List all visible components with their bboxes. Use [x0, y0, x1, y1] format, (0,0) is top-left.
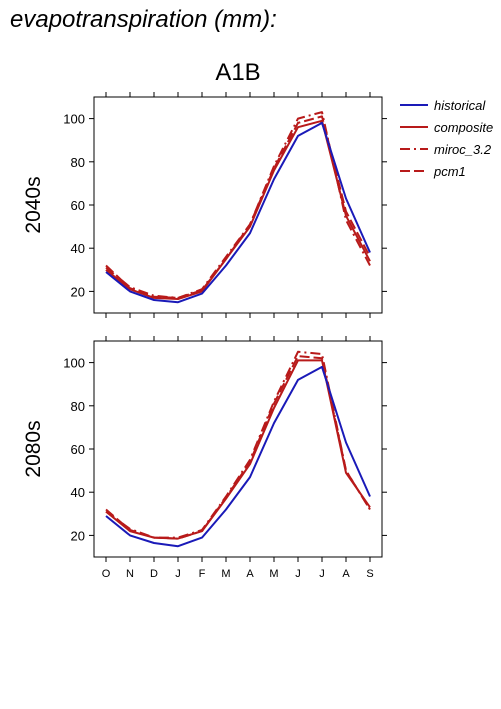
y-tick-label: 60 [71, 198, 85, 213]
series-line-composite [105, 359, 371, 540]
y-tick-label: 80 [71, 155, 85, 170]
x-tick-label: J [319, 568, 325, 580]
x-tick-label: N [126, 568, 134, 580]
series-line-pcm1 [105, 355, 371, 540]
series-line-historical [105, 365, 371, 548]
y-tick-label: 20 [71, 284, 85, 299]
series-line-miroc-3-2 [105, 350, 371, 539]
panel-frame [93, 340, 383, 558]
panel-label: 2040s [22, 176, 45, 233]
panel-2040s: 20 40 60 80 100 2040s [22, 92, 387, 318]
y-tick-label: 80 [71, 399, 85, 414]
panel-label: 2080s [22, 420, 45, 477]
x-tick-label: J [295, 568, 301, 580]
x-tick-label: J [175, 568, 181, 580]
legend-label: miroc_3.2 [434, 142, 492, 157]
page-title: evapotranspiration (mm): [10, 6, 277, 33]
panel-2080s: 20 40 60 80 100 O N D J F M A M J J A S 2080s [22, 336, 387, 580]
x-tick-label: D [150, 568, 158, 580]
series-line-miroc-3-2 [105, 111, 371, 299]
x-tick-label: F [199, 568, 206, 580]
y-tick-label: 100 [63, 356, 85, 371]
scenario-title: A1B [215, 59, 260, 86]
legend: historical composite miroc_3.2 pcm1 [400, 98, 493, 179]
legend-label: composite [434, 120, 493, 135]
x-tick-label: S [366, 568, 373, 580]
legend-label: historical [434, 98, 486, 113]
x-tick-label: M [269, 568, 278, 580]
y-tick-label: 60 [71, 442, 85, 457]
x-tick-label: A [246, 568, 254, 580]
y-tick-label: 40 [71, 485, 85, 500]
x-tick-label: M [221, 568, 230, 580]
y-tick-label: 20 [71, 528, 85, 543]
series-line-historical [105, 121, 371, 304]
legend-label: pcm1 [433, 164, 466, 179]
panel-frame [93, 96, 383, 314]
x-tick-label: A [342, 568, 350, 580]
series-line-pcm1 [105, 115, 371, 299]
x-tick-label: O [102, 568, 111, 580]
y-tick-label: 100 [63, 112, 85, 127]
y-tick-label: 40 [71, 241, 85, 256]
